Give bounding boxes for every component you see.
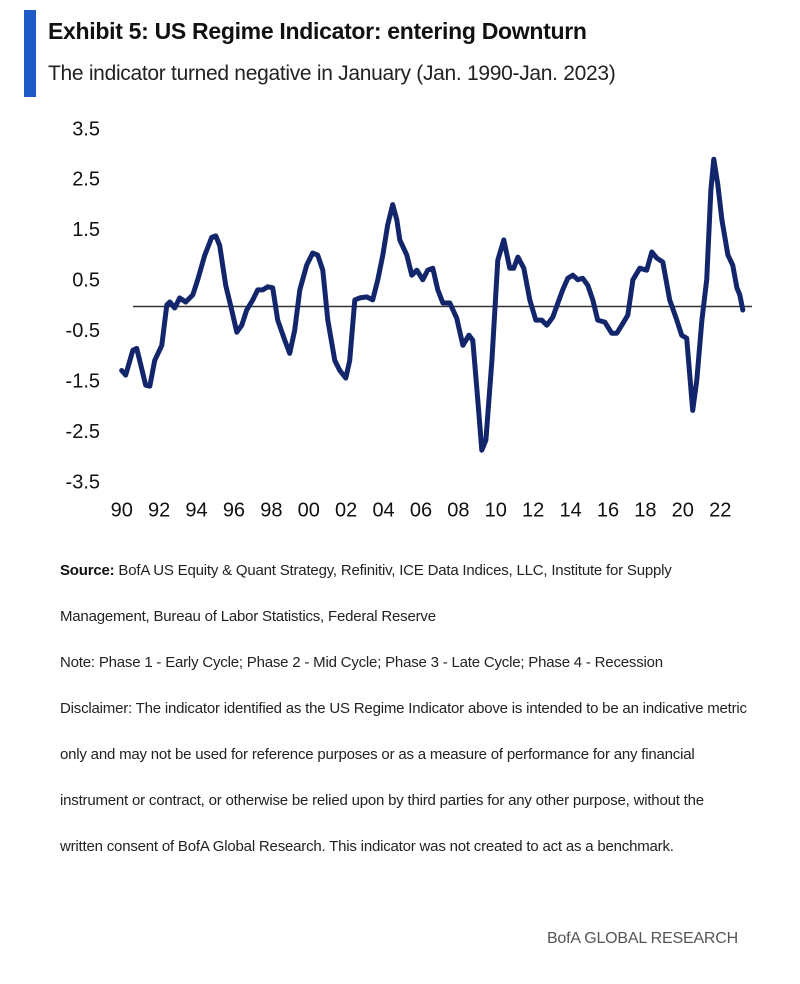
y-tick-label: 0.5	[72, 270, 100, 292]
x-tick-label: 08	[447, 499, 469, 521]
y-tick-label: 2.5	[72, 169, 100, 191]
disclaimer: Disclaimer: The indicator identified as …	[60, 700, 747, 855]
x-tick-label: 10	[485, 499, 507, 521]
x-tick-label: 20	[672, 499, 694, 521]
x-tick-label: 96	[223, 499, 245, 521]
x-tick-label: 16	[597, 499, 619, 521]
x-tick-label: 14	[559, 499, 581, 521]
subtitle: The indicator turned negative in January…	[48, 62, 616, 85]
x-tick-label: 04	[372, 499, 394, 521]
source: BofA US Equity & Quant Strategy, Refinit…	[60, 562, 672, 625]
x-tick-label: 06	[410, 499, 432, 521]
x-tick-label: 22	[709, 499, 731, 521]
note: Note: Phase 1 - Early Cycle; Phase 2 - M…	[60, 654, 663, 671]
x-tick-label: 02	[335, 499, 357, 521]
chart: 3.5 2.5 1.5 0.5 -0.5 -1.5 -2.5 -3.5 90 92 94 96 98 00…	[66, 118, 752, 521]
x-tick-label: 92	[148, 499, 170, 521]
x-tick-label: 12	[522, 499, 544, 521]
y-tick-label: -2.5	[66, 421, 100, 443]
y-tick-label: -0.5	[66, 320, 100, 342]
title: Exhibit 5: US Regime Indicator: entering…	[48, 18, 587, 44]
y-tick-label: 1.5	[72, 219, 100, 241]
notes: Source: BofA US Equity & Quant Strategy,…	[60, 548, 750, 870]
source-line: Source: BofA US Equity & Quant Strategy,…	[60, 548, 750, 640]
source-label: Source:	[60, 562, 115, 579]
series-line	[119, 156, 746, 453]
brand: BofA GLOBAL RESEARCH	[546, 930, 738, 947]
accent-bar	[24, 10, 36, 97]
y-tick-label: 3.5	[72, 118, 100, 140]
y-tick-label: -3.5	[66, 471, 100, 493]
x-tick-label: 98	[260, 499, 282, 521]
x-tick-label: 18	[634, 499, 656, 521]
x-tick-label: 90	[111, 499, 133, 521]
x-tick-label: 94	[185, 499, 207, 521]
y-tick-label: -1.5	[66, 370, 100, 392]
x-tick-label: 00	[298, 499, 320, 521]
